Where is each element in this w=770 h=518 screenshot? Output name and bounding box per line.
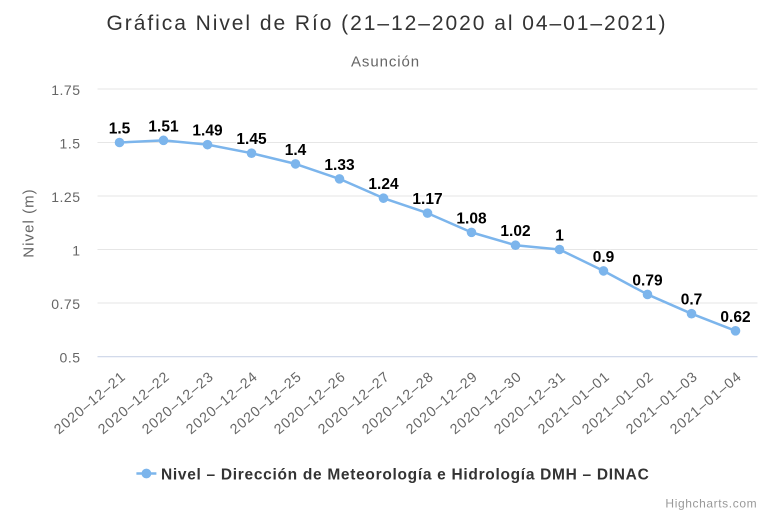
svg-text:1.33: 1.33 xyxy=(324,157,355,174)
svg-text:1.75: 1.75 xyxy=(51,82,80,98)
svg-text:1.25: 1.25 xyxy=(51,189,80,205)
svg-text:0.5: 0.5 xyxy=(60,350,81,366)
svg-text:0.75: 0.75 xyxy=(51,296,80,312)
svg-text:0.9: 0.9 xyxy=(593,249,615,266)
svg-text:1.49: 1.49 xyxy=(192,123,223,140)
svg-text:0.62: 0.62 xyxy=(720,309,750,326)
svg-text:1: 1 xyxy=(72,243,80,259)
svg-text:0.79: 0.79 xyxy=(632,272,663,289)
svg-text:1: 1 xyxy=(555,228,564,245)
svg-text:0.7: 0.7 xyxy=(681,292,703,309)
svg-text:Highcharts.com: Highcharts.com xyxy=(665,496,757,510)
svg-text:Asunción: Asunción xyxy=(351,54,420,71)
svg-text:1.17: 1.17 xyxy=(412,191,442,208)
svg-text:1.51: 1.51 xyxy=(148,118,179,135)
svg-text:1.4: 1.4 xyxy=(285,142,307,159)
svg-text:1.24: 1.24 xyxy=(368,176,399,193)
svg-text:1.08: 1.08 xyxy=(456,210,487,227)
svg-text:1.02: 1.02 xyxy=(500,223,530,240)
svg-text:Nivel – Dirección de Meteorolo: Nivel – Dirección de Meteorología e Hidr… xyxy=(161,466,649,483)
svg-text:1.5: 1.5 xyxy=(60,136,81,152)
svg-text:1.5: 1.5 xyxy=(109,121,131,138)
svg-text:Nivel (m): Nivel (m) xyxy=(21,188,38,257)
svg-text:1.45: 1.45 xyxy=(236,131,267,148)
svg-text:Gráfica Nivel de Río (21–12–20: Gráfica Nivel de Río (21–12–2020 al 04–0… xyxy=(107,12,668,35)
